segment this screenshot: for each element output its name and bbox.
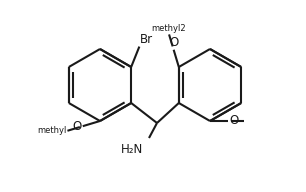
Text: methyl: methyl xyxy=(37,126,66,135)
Text: Br: Br xyxy=(140,33,154,46)
Text: O: O xyxy=(73,120,82,133)
Text: O: O xyxy=(229,114,238,127)
Text: methyl2: methyl2 xyxy=(152,24,186,33)
Text: O: O xyxy=(169,36,178,49)
Text: H₂N: H₂N xyxy=(121,143,143,156)
